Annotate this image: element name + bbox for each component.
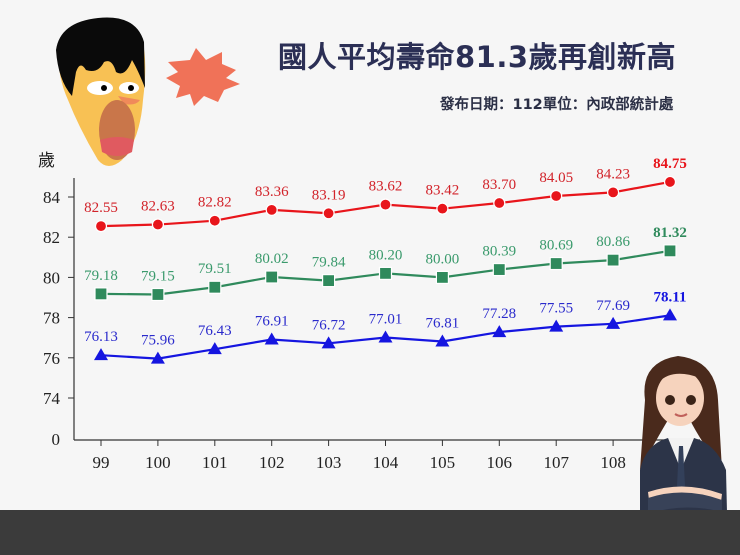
- data-label: 81.32: [653, 225, 687, 241]
- data-point: [94, 348, 108, 361]
- data-point: [151, 287, 165, 302]
- data-point: [493, 196, 506, 210]
- data-label: 76.91: [255, 314, 289, 330]
- axes: 歲: [38, 151, 700, 441]
- data-label: 78.11: [654, 289, 687, 305]
- y-tick-label: 78: [43, 309, 60, 328]
- data-label: 80.39: [482, 244, 516, 260]
- data-label: 83.19: [312, 187, 346, 203]
- data-label: 77.01: [369, 311, 403, 327]
- data-point: [436, 202, 449, 215]
- y-tick-label: 82: [43, 228, 60, 247]
- burst-shape: [166, 48, 240, 106]
- data-label: 76.81: [426, 316, 460, 332]
- page-title: 國人平均壽命81.3歲再創新高: [278, 40, 677, 74]
- data-point: [321, 336, 336, 349]
- data-point: [150, 351, 165, 364]
- x-tick-label: 105: [430, 453, 456, 472]
- data-label: 83.70: [482, 177, 516, 193]
- data-label: 77.69: [596, 298, 630, 314]
- data-point: [435, 270, 449, 284]
- data-label: 79.84: [312, 255, 346, 271]
- series-triangle: 76.13 75.96 76.43 76.91 76.72 77.01 76.81 77.28…: [84, 289, 687, 364]
- data-label: 83.62: [369, 179, 403, 195]
- data-point: [549, 319, 564, 332]
- data-label: 82.55: [84, 200, 118, 216]
- data-point: [492, 325, 507, 338]
- data-point: [663, 244, 677, 258]
- data-point: [265, 203, 278, 216]
- data-label: 83.42: [426, 183, 460, 199]
- x-tick-label: 106: [487, 453, 513, 472]
- data-label: 76.43: [198, 323, 232, 339]
- data-point: [378, 266, 393, 280]
- x-tick-label: 103: [316, 453, 342, 472]
- data-point: [379, 198, 392, 211]
- data-label: 79.51: [198, 261, 232, 277]
- x-tick-label: 107: [543, 453, 569, 472]
- data-point: [151, 218, 164, 231]
- data-label: 80.02: [255, 251, 289, 267]
- data-point: [550, 189, 563, 203]
- data-point: [606, 186, 620, 199]
- data-point: [265, 270, 279, 284]
- data-label: 83.36: [255, 184, 289, 200]
- data-point: [208, 280, 222, 294]
- data-label: 80.86: [596, 234, 630, 250]
- data-label: 80.69: [539, 238, 573, 254]
- y-tick-label: 74: [43, 389, 61, 408]
- y-axis-unit-label: 歲: [38, 151, 55, 170]
- data-point: [606, 253, 620, 267]
- data-point: [492, 262, 506, 277]
- data-point: [264, 332, 279, 345]
- data-label: 77.55: [539, 301, 573, 317]
- data-label: 84.05: [539, 170, 573, 186]
- x-tick-label: 108: [600, 453, 626, 472]
- data-label: 82.82: [198, 195, 232, 211]
- data-point: [94, 220, 108, 233]
- data-label: 84.23: [596, 166, 630, 182]
- data-point: [606, 316, 621, 329]
- y-tick-label: 84: [43, 188, 61, 207]
- data-point: [208, 214, 221, 227]
- x-tick-label: 101: [202, 453, 228, 472]
- data-label: 80.00: [426, 251, 460, 267]
- data-label: 82.63: [141, 199, 175, 215]
- data-label: 75.96: [141, 333, 175, 349]
- data-label: 79.18: [84, 268, 118, 284]
- data-label: 79.15: [141, 268, 175, 284]
- data-label: 80.20: [369, 247, 403, 263]
- data-point: [322, 207, 335, 220]
- data-point: [378, 330, 393, 343]
- x-tick-label: 102: [259, 453, 285, 472]
- y-tick-label: 76: [43, 349, 60, 368]
- x-tick-label: 100: [145, 453, 171, 472]
- source-note: 發布日期：112單位：內政部統計處: [440, 97, 674, 113]
- bottom-bar: [0, 510, 740, 555]
- data-point: [549, 256, 563, 271]
- data-point: [435, 334, 450, 347]
- data-label: 76.72: [312, 317, 346, 333]
- y-tick-label: 0: [52, 430, 61, 449]
- x-tick-label: 99: [93, 453, 110, 472]
- data-label: 77.28: [482, 306, 516, 322]
- y-tick-label: 80: [43, 268, 60, 287]
- shocked-face-illustration: [56, 17, 146, 166]
- data-point: [663, 308, 677, 321]
- series-circle: 82.55 82.63 82.82 83.36 83.19 83.62 83.42 83.70…: [84, 156, 687, 233]
- data-label: 76.13: [84, 329, 118, 345]
- x-tick-label: 104: [373, 453, 399, 472]
- data-label: 84.75: [653, 156, 687, 172]
- data-point: [663, 175, 677, 189]
- series-square: 79.18 79.15 79.51 80.02 79.84 80.20 80.00 80.39…: [84, 225, 687, 302]
- data-point: [322, 274, 336, 288]
- data-point: [94, 287, 108, 301]
- data-point: [207, 342, 222, 355]
